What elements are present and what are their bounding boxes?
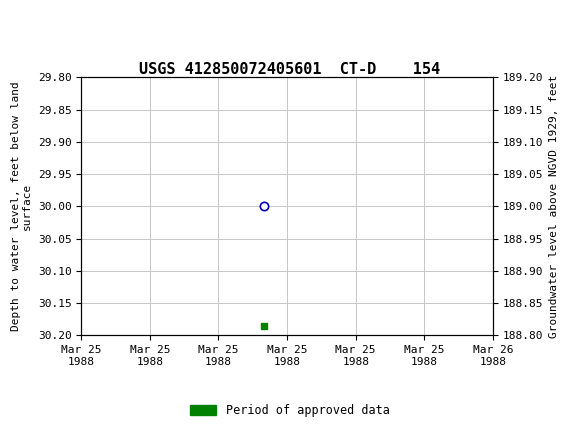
Legend: Period of approved data: Period of approved data [186,399,394,422]
Y-axis label: Groundwater level above NGVD 1929, feet: Groundwater level above NGVD 1929, feet [549,75,559,338]
Text: ≡: ≡ [9,9,30,34]
Text: USGS 412850072405601  CT-D    154: USGS 412850072405601 CT-D 154 [139,62,441,77]
Text: USGS: USGS [38,12,97,31]
Y-axis label: Depth to water level, feet below land
surface: Depth to water level, feet below land su… [10,82,32,331]
